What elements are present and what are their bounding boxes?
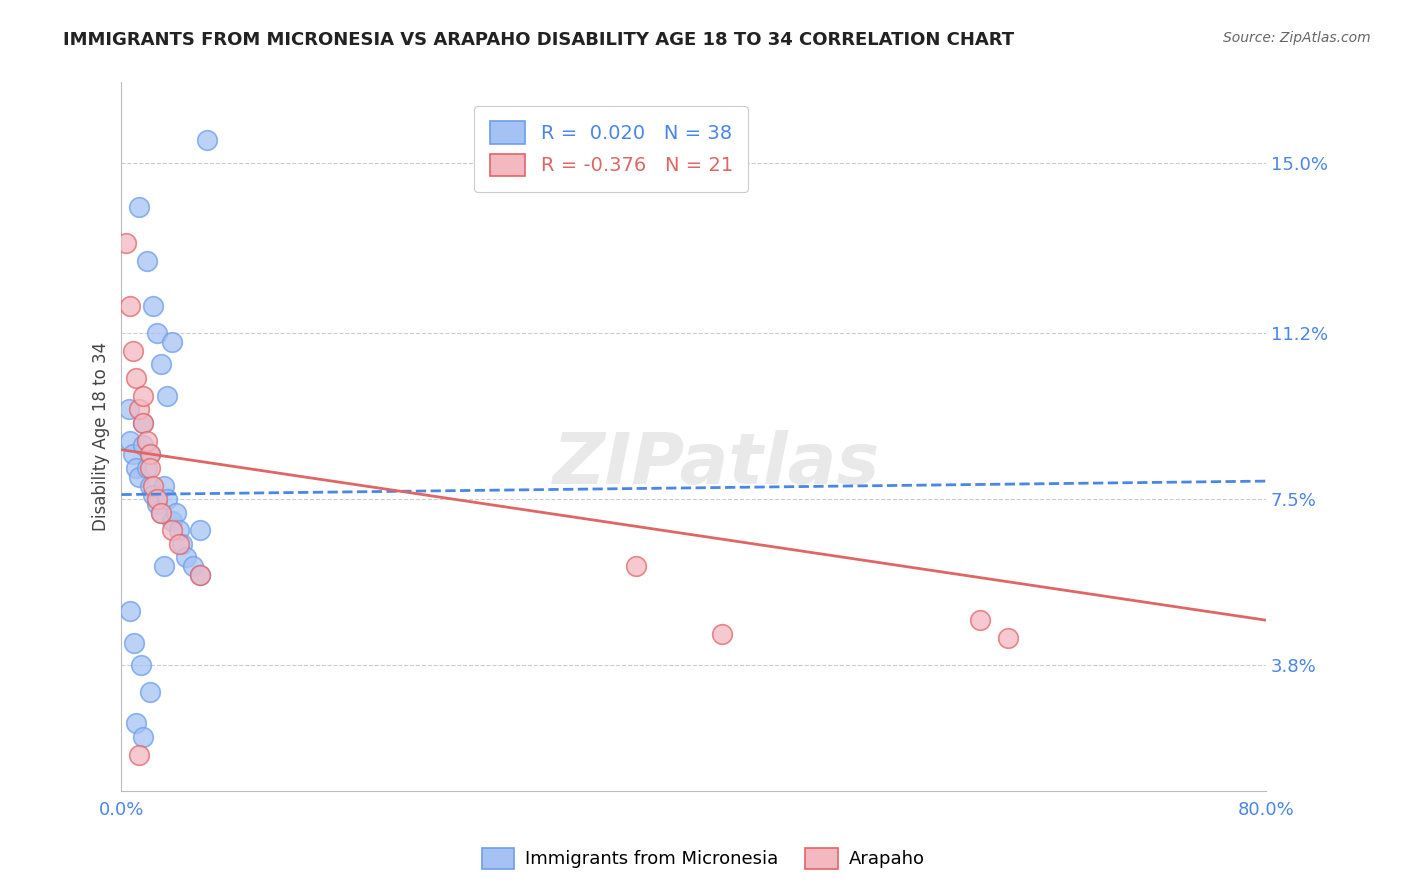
Point [165,506,187,520]
Point [136,254,159,268]
Point [146,491,169,506]
Point [150,358,173,372]
Point [626,559,648,574]
Point [139,447,162,461]
Point [711,626,734,640]
Point [132,730,155,744]
Point [188,568,211,582]
Point [174,550,197,565]
Text: ZIPatlas: ZIPatlas [553,430,880,500]
Point [153,559,176,574]
Point [132,389,155,403]
Point [118,434,141,448]
Y-axis label: Disability Age 18 to 34: Disability Age 18 to 34 [93,342,110,531]
Legend: R =  0.020   N = 38, R = -0.376   N = 21: R = 0.020 N = 38, R = -0.376 N = 21 [474,106,748,192]
Point [146,496,169,510]
Point [128,747,150,762]
Point [150,506,173,520]
Point [114,236,136,251]
Point [122,344,145,359]
Point [181,559,204,574]
Point [136,434,159,448]
Point [160,515,183,529]
Point [125,371,148,385]
Text: Source: ZipAtlas.com: Source: ZipAtlas.com [1223,31,1371,45]
Point [969,613,991,627]
Point [142,478,165,492]
Point [142,487,165,501]
Text: IMMIGRANTS FROM MICRONESIA VS ARAPAHO DISABILITY AGE 18 TO 34 CORRELATION CHART: IMMIGRANTS FROM MICRONESIA VS ARAPAHO DI… [63,31,1014,49]
Point [188,524,211,538]
Point [139,447,162,461]
Point [117,402,139,417]
Point [139,685,162,699]
Point [128,201,150,215]
Point [132,416,155,430]
Point [150,506,173,520]
Point [167,524,190,538]
Point [118,604,141,618]
Point [156,389,179,403]
Point [142,299,165,313]
Point [124,635,146,649]
Point [132,438,155,452]
Point [139,460,162,475]
Point [170,537,193,551]
Point [153,478,176,492]
Point [146,326,169,340]
Point [128,402,150,417]
Point [139,478,162,492]
Point [118,299,141,313]
Point [132,416,155,430]
Point [131,658,153,673]
Point [160,334,183,349]
Point [122,447,145,461]
Point [156,491,179,506]
Point [125,716,148,731]
Legend: Immigrants from Micronesia, Arapaho: Immigrants from Micronesia, Arapaho [474,840,932,876]
Point [160,524,183,538]
Point [195,133,218,147]
Point [136,460,159,475]
Point [188,568,211,582]
Point [997,631,1019,645]
Point [167,537,190,551]
Point [125,460,148,475]
Point [128,469,150,483]
